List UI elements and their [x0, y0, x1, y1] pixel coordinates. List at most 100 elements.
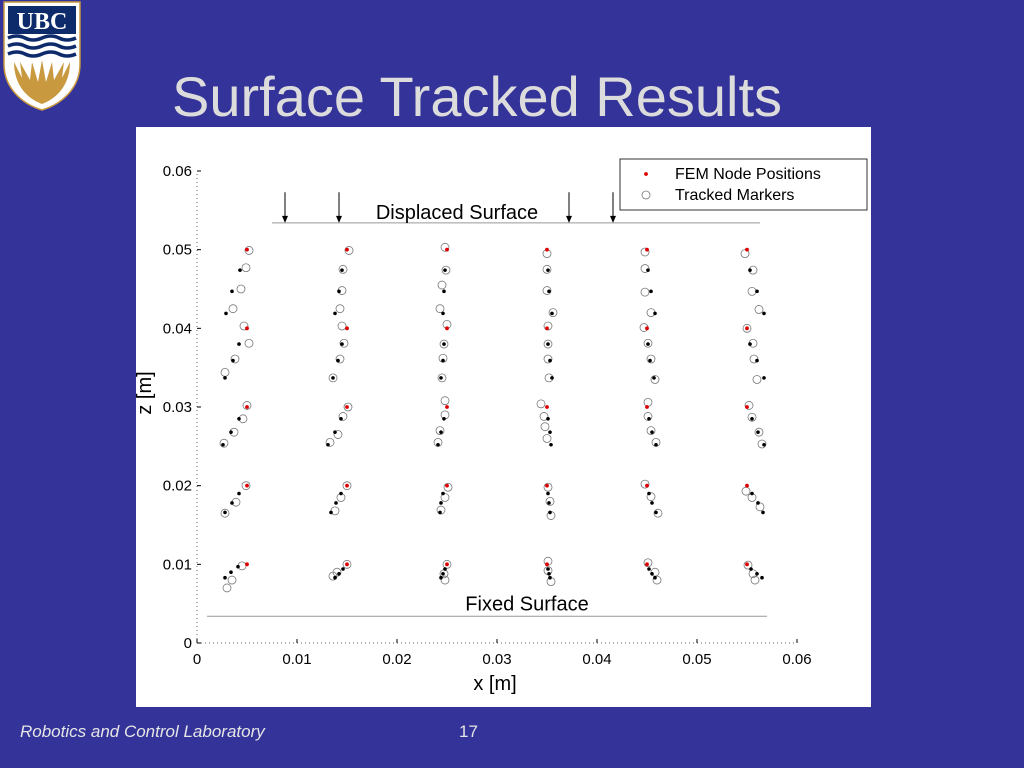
tracked-dot-point [237, 417, 241, 421]
tracked-dot-point [442, 342, 446, 346]
tracked-marker-point [439, 339, 449, 349]
tracked-dot-point [755, 289, 759, 294]
tracked-marker-point [750, 575, 760, 585]
fem-node-point [345, 247, 349, 252]
tracked-marker-point [749, 354, 759, 364]
tracked-marker-point [755, 502, 765, 512]
tracked-marker-point [328, 373, 338, 383]
tracked-dot-point [756, 501, 760, 505]
tracked-dot-point [549, 442, 553, 447]
tracked-marker-point [342, 481, 352, 491]
tracked-dot-point [547, 289, 551, 294]
displaced-surface-label: Displaced Surface [376, 202, 538, 224]
surface-arrow-head [282, 215, 288, 223]
fem-node-point [745, 405, 749, 409]
tracked-dot-point [443, 567, 447, 571]
tracked-dot-point [647, 417, 651, 421]
fem-node-point [745, 562, 749, 567]
tracked-marker-point [646, 354, 656, 364]
tracked-dot-point [762, 376, 766, 380]
tracked-dot-point [223, 510, 227, 515]
legend-fem-symbol [644, 172, 648, 176]
fem-node-point [645, 247, 649, 252]
surface-arrow-head [566, 215, 572, 223]
tracked-dot-point [331, 376, 335, 380]
tracked-marker-point [747, 412, 757, 422]
tracked-marker-point [437, 373, 447, 383]
tracked-marker-point [328, 571, 338, 581]
footer-lab-name: Robotics and Control Laboratory [20, 722, 265, 741]
legend-tracked-label: Tracked Markers [675, 187, 794, 204]
fem-node-point [745, 247, 749, 252]
tracked-marker-point [742, 323, 752, 333]
tracked-marker-point [244, 246, 254, 255]
tracked-dot-point [441, 491, 445, 496]
tracked-dot-point [442, 289, 446, 294]
tracked-marker-point [228, 304, 238, 314]
tracked-marker-point [542, 434, 552, 443]
tracked-dot-point [546, 417, 550, 421]
tracked-marker-point [222, 583, 232, 593]
tracked-dot-point [334, 501, 338, 505]
tracked-marker-point [545, 496, 555, 506]
tracked-marker-point [435, 304, 445, 314]
tracked-marker-point [236, 284, 246, 294]
tracked-marker-point [653, 508, 663, 518]
tracked-dot-point [337, 289, 341, 294]
tracked-dot-point [237, 342, 241, 346]
page-number: 17 [459, 722, 478, 741]
tracked-marker-point [244, 338, 254, 348]
tracked-dot-point [223, 376, 227, 380]
tracked-marker-point [754, 305, 764, 314]
tracked-dot-point [648, 358, 652, 363]
fem-node-point [545, 326, 549, 331]
fem-node-point [445, 405, 449, 409]
tracked-marker-point [440, 575, 450, 585]
tracked-dot-point [442, 417, 446, 421]
tracked-dot-point [650, 430, 654, 434]
legend-fem-label: FEM Node Positions [675, 166, 821, 183]
tracked-dot-point [547, 571, 551, 576]
fem-node-point [545, 247, 549, 252]
fem-node-point [345, 483, 349, 488]
tracked-dot-point [339, 491, 343, 496]
tracked-marker-point [650, 375, 660, 384]
tracked-marker-point [440, 396, 450, 406]
tracked-marker-point [344, 246, 354, 255]
legend-box [619, 158, 868, 211]
tracked-dot-point [336, 358, 340, 363]
tracked-marker-point [548, 308, 558, 318]
fem-node-point [645, 483, 649, 488]
tracked-marker-point [543, 339, 553, 349]
tracked-dot-point [548, 358, 552, 363]
tracked-dot-point [341, 567, 345, 571]
tracked-marker-point [338, 264, 348, 274]
x-tick-label: 0.04 [582, 651, 611, 668]
tracked-marker-point [220, 508, 230, 518]
tracked-marker-point [643, 412, 653, 421]
fem-node-point [345, 405, 349, 409]
tracked-marker-point [337, 321, 347, 331]
y-tick-label: 0.06 [163, 163, 192, 180]
tracked-dot-point [441, 358, 445, 363]
tracked-dot-point [340, 342, 344, 346]
tracked-dot-point [340, 268, 344, 272]
tracked-marker-point [536, 399, 546, 409]
surface-arrow-head [336, 215, 342, 223]
tracked-marker-point [435, 426, 445, 436]
tracked-dot-point [760, 575, 764, 580]
tracked-dot-point [646, 268, 650, 272]
tracked-dot-point [546, 268, 550, 272]
tracked-dot-point [550, 311, 554, 316]
tracked-marker-point [227, 575, 237, 585]
fem-node-point [645, 405, 649, 409]
y-tick-label: 0.02 [163, 478, 192, 495]
tracked-marker-point [744, 401, 754, 410]
tracked-dot-point [756, 430, 760, 434]
tracked-dot-point [438, 510, 442, 515]
tracked-dot-point [750, 491, 754, 496]
tracked-dot-point [652, 376, 656, 380]
tracked-marker-point [436, 505, 446, 515]
tracked-dot-point [333, 575, 337, 580]
tracked-dot-point [443, 268, 447, 272]
